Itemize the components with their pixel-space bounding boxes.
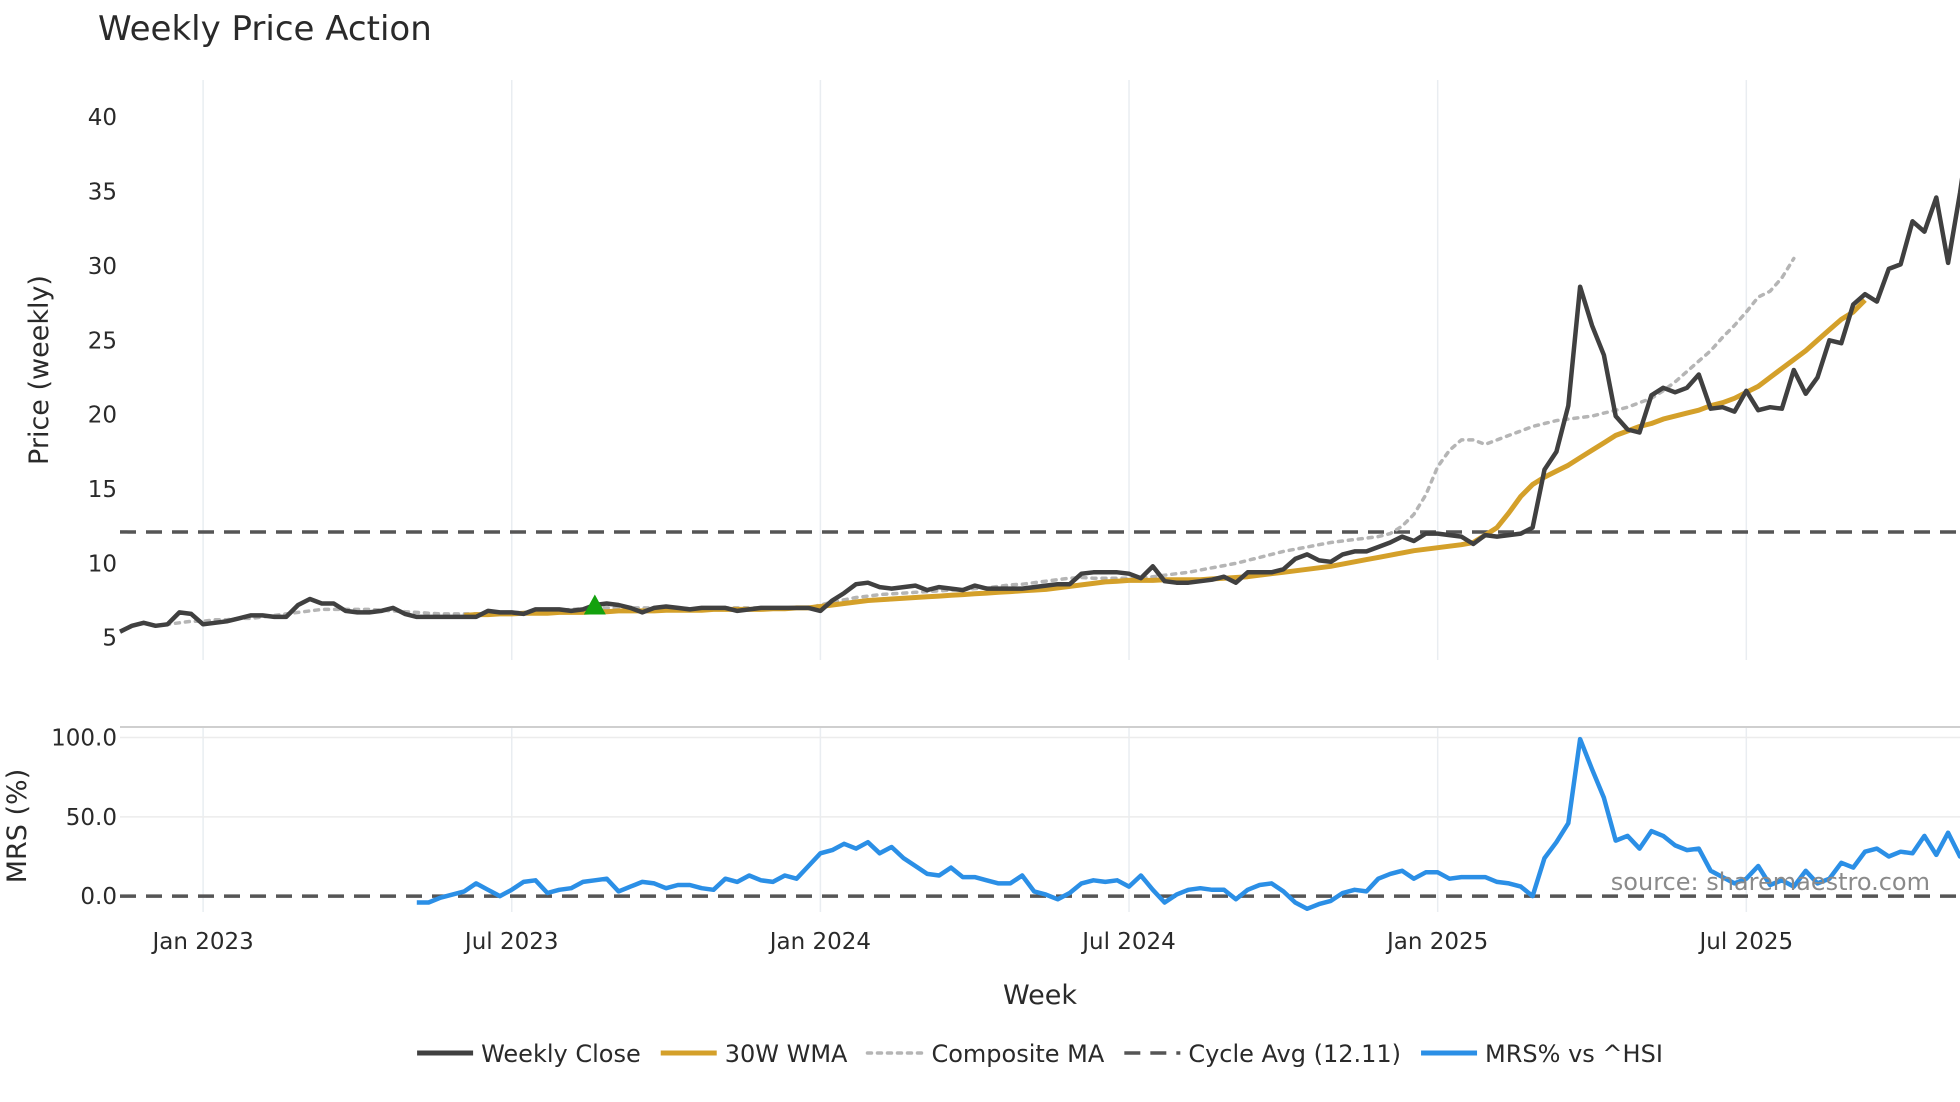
- legend-label: Weekly Close: [481, 1040, 641, 1068]
- price-y-tick-label: 10: [88, 551, 117, 577]
- legend-item: Composite MA: [865, 1040, 1105, 1068]
- legend-label: Composite MA: [931, 1040, 1104, 1068]
- x-tick-label: Jul 2023: [463, 929, 559, 955]
- mrs-series-layer: [120, 736, 1960, 912]
- price-series-layer: [119, 177, 1960, 634]
- mrs-y-tick-label: 0.0: [80, 884, 117, 910]
- x-ticks: Jan 2023 Jul 2023 Jan 2024 Jul 2024 Jan 2025…: [150, 929, 1793, 955]
- x-tick-label: Jul 2025: [1698, 929, 1794, 955]
- x-tick-label: Jan 2024: [768, 929, 871, 955]
- mrs-mrs-vs-hsi-line: [416, 736, 1960, 912]
- x-axis-title: Week: [1003, 980, 1077, 1011]
- legend-label: MRS% vs ^HSI: [1485, 1040, 1663, 1068]
- price-y-tick-label: 5: [102, 626, 117, 652]
- buy-signal-triangle: [583, 594, 606, 615]
- price-weekly-close-line: [119, 177, 1960, 634]
- price-composite-ma-line: [153, 256, 1796, 628]
- mrs-y-tick-label: 50.0: [66, 805, 117, 831]
- mrs-panel-top-border: [120, 726, 1960, 728]
- price-y-tick-label: 20: [88, 403, 117, 429]
- price-y-ticks: 5 10 15 20 25 30 35 40: [88, 105, 117, 652]
- legend-item: Weekly Close: [417, 1040, 641, 1068]
- price-y-axis-title: Price (weekly): [24, 275, 55, 465]
- mrs-grid: [120, 728, 1960, 912]
- legend-item: 30W WMA: [660, 1040, 848, 1068]
- legend-label: 30W WMA: [725, 1040, 848, 1068]
- price-y-tick-label: 30: [88, 254, 117, 280]
- x-tick-label: Jan 2025: [1385, 929, 1488, 955]
- x-tick-label: Jan 2023: [150, 929, 253, 955]
- price-y-tick-label: 40: [88, 105, 117, 131]
- legend-item: Cycle Avg (12.11): [1124, 1040, 1401, 1068]
- price-grid: [202, 80, 1748, 660]
- chart-title: Weekly Price Action: [98, 9, 432, 49]
- mrs-y-ticks: 0.0 50.0 100.0: [51, 726, 117, 911]
- legend-item: MRS% vs ^HSI: [1421, 1040, 1663, 1068]
- legend: Weekly Close 30W WMA Composite MA Cycle Avg…: [417, 1040, 1663, 1068]
- legend-label: Cycle Avg (12.11): [1188, 1040, 1401, 1068]
- x-tick-label: Jul 2024: [1080, 929, 1176, 955]
- mrs-y-axis-title: MRS (%): [2, 769, 33, 884]
- price-y-tick-label: 35: [88, 180, 117, 206]
- price-30w-wma-line: [464, 298, 1867, 618]
- source-note: source: sharemaestro.com: [1611, 868, 1930, 896]
- price-y-tick-label: 25: [88, 328, 117, 354]
- price-y-tick-label: 15: [88, 477, 117, 503]
- mrs-y-tick-label: 100.0: [51, 726, 117, 752]
